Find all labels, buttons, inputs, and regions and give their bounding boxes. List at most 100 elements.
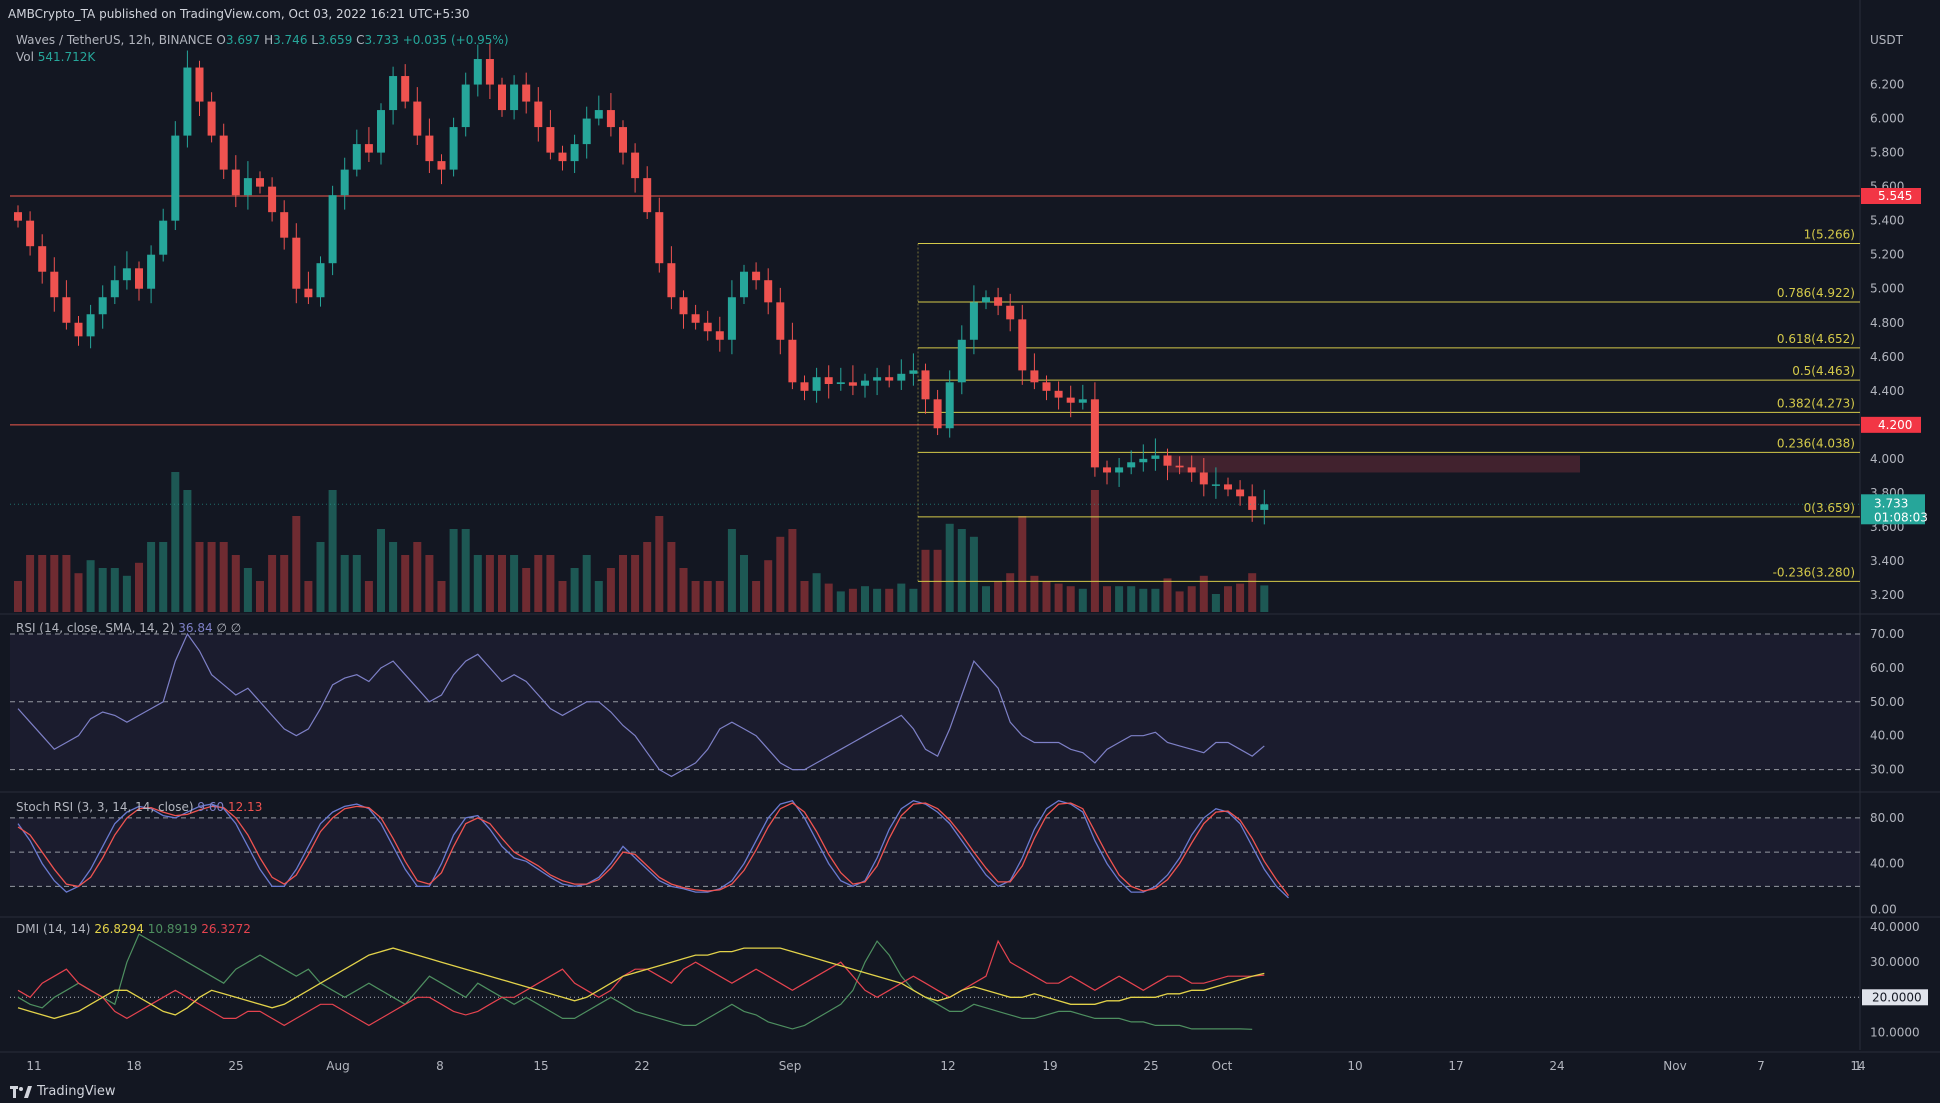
publisher-attribution: AMBCrypto_TA published on TradingView.co…	[8, 7, 470, 21]
candle-body	[957, 339, 966, 383]
dmi-tick: 40.0000	[1870, 920, 1920, 934]
x-tick-11: 11	[26, 1059, 41, 1073]
volume-bar	[268, 555, 277, 612]
candle-body	[982, 297, 990, 303]
volume-bar	[667, 542, 676, 612]
fib-label: 0.382(4.273)	[1777, 396, 1855, 410]
candle-body	[582, 118, 591, 145]
volume-bar	[122, 575, 131, 612]
rsi-tick: 50.00	[1870, 695, 1904, 709]
candle-body	[740, 271, 748, 298]
candle-body	[1139, 458, 1148, 463]
candle-body	[812, 377, 821, 391]
candle-body	[800, 382, 809, 391]
dmi-tick: 30.0000	[1870, 955, 1920, 969]
volume-bar	[1042, 581, 1051, 612]
volume-bar	[135, 562, 143, 612]
candle-body	[1103, 467, 1111, 473]
fib-label: -0.236(3.280)	[1773, 565, 1855, 579]
candle-body	[352, 144, 361, 170]
candle-body	[1030, 370, 1039, 383]
candle-body	[1018, 319, 1027, 371]
x-tick-Aug: Aug	[326, 1059, 349, 1073]
volume-bar	[812, 573, 821, 612]
x-tick-12: 12	[940, 1059, 955, 1073]
x-tick-24: 24	[1549, 1059, 1564, 1073]
tradingview-logo-icon	[10, 1085, 32, 1098]
open-value: 3.697	[225, 33, 261, 47]
candle-body	[776, 302, 785, 340]
volume-bar	[1175, 591, 1184, 612]
volume-bar	[485, 555, 494, 612]
candle-body	[1199, 472, 1208, 485]
volume-bar	[1248, 573, 1257, 612]
candle-body	[788, 339, 797, 383]
resistance-price-tag	[1861, 416, 1921, 433]
stoch-k-line	[17, 799, 1289, 899]
volume-bar	[413, 542, 422, 612]
volume-bar	[909, 588, 918, 612]
x-tick-25: 25	[1143, 1059, 1158, 1073]
candle-body	[1260, 504, 1269, 510]
rsi-sma-value: ∅	[216, 621, 227, 635]
candle-body	[256, 178, 264, 187]
volume-bar	[558, 581, 567, 612]
price-tick: 5.400	[1870, 214, 1904, 228]
stoch-d-line	[17, 802, 1290, 896]
candle-body	[1151, 455, 1160, 459]
candle-body	[498, 84, 506, 111]
candle-body	[1248, 496, 1257, 510]
candle-body	[364, 144, 373, 153]
candle-body	[389, 76, 398, 111]
volume-bar	[26, 555, 35, 612]
candle-body	[110, 280, 119, 298]
candle-body	[207, 101, 216, 136]
candle-body	[631, 152, 640, 179]
price-tick: 3.200	[1870, 588, 1904, 602]
x-tick-15: 15	[533, 1059, 548, 1073]
price-tick: 4.600	[1870, 350, 1904, 364]
volume-bar	[38, 555, 47, 612]
candle-body	[292, 237, 301, 289]
volume-bar	[364, 581, 373, 612]
x-tick-Nov: Nov	[1663, 1059, 1686, 1073]
candle-body	[945, 382, 954, 429]
price-tick: 3.400	[1870, 554, 1904, 568]
candle-body	[26, 220, 35, 247]
volume-bar	[776, 536, 785, 612]
price-tick: 4.000	[1870, 452, 1904, 466]
candle-body	[969, 302, 978, 340]
stoch-title: Stoch RSI (3, 3, 14, 14, close)	[16, 800, 194, 814]
volume-bar	[219, 542, 228, 612]
candle-body	[1163, 455, 1172, 466]
volume-bar	[425, 555, 434, 612]
price-tick: 5.000	[1870, 282, 1904, 296]
volume-bar	[1260, 585, 1269, 612]
fib-label: 1(5.266)	[1804, 227, 1855, 241]
candle-body	[606, 110, 615, 128]
volume-bar	[848, 588, 857, 612]
stoch-k-value: 9.60	[197, 800, 225, 814]
rsi-legend: RSI (14, close, SMA, 14, 2) 36.84 ∅ ∅	[16, 621, 241, 635]
volume-bar	[824, 583, 833, 612]
volume-bar	[401, 555, 410, 612]
volume-bar	[183, 490, 192, 612]
candle-body	[449, 127, 458, 170]
x-tick-19: 19	[1042, 1059, 1057, 1073]
x-tick-14: 14	[1850, 1059, 1865, 1073]
volume-bar	[292, 516, 301, 612]
volume-bar	[449, 529, 458, 612]
volume-bar	[715, 581, 724, 612]
fib-label: 0.236(4.038)	[1777, 436, 1855, 450]
stoch-tick: 0.00	[1870, 902, 1897, 916]
tradingview-logo[interactable]: TradingView	[10, 1084, 116, 1099]
candle-body	[933, 399, 942, 429]
candle-body	[485, 59, 494, 85]
currency-label: USDT	[1870, 33, 1904, 47]
candle-body	[897, 373, 906, 381]
candle-body	[14, 212, 22, 221]
volume-bar	[582, 555, 591, 612]
candle-body	[679, 297, 688, 315]
rsi-title: RSI (14, close, SMA, 14, 2)	[16, 621, 175, 635]
